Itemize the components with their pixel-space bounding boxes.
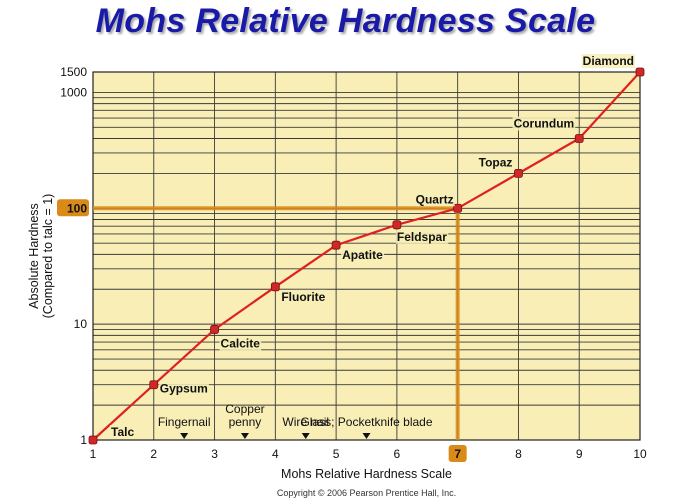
y-axis-title: Absolute Hardness	[27, 203, 41, 309]
mineral-label-background	[581, 54, 635, 68]
reference-label: Wire nail	[282, 415, 329, 429]
mineral-label-background	[414, 192, 455, 207]
x-tick-label: 10	[633, 447, 647, 461]
mineral-label: Gypsum	[160, 382, 208, 396]
mineral-label: Fluorite	[281, 290, 325, 304]
reference-marker-arrow	[301, 433, 310, 439]
mineral-label: Talc	[111, 425, 134, 439]
mineral-label-background	[219, 336, 262, 351]
y-tick-label: 1500	[60, 65, 87, 79]
mineral-label-background	[341, 248, 385, 263]
mineral-label-background	[395, 229, 449, 244]
y-axis-title-group: Absolute Hardness (Compared to talc = 1)	[27, 194, 55, 319]
reference-label: Glass; Pocketknife blade	[300, 415, 432, 429]
data-point	[453, 203, 463, 213]
reference-marker-arrow	[180, 433, 189, 439]
x-highlight-badge	[448, 445, 467, 462]
mineral-label: Calcite	[221, 336, 261, 350]
y-highlight-badge	[57, 199, 89, 217]
mineral-label: Diamond	[583, 54, 634, 68]
x-tick-label: 8	[515, 447, 522, 461]
mineral-label: Apatite	[342, 248, 383, 262]
x-tick-label: 5	[333, 447, 340, 461]
x-axis-title: Mohs Relative Hardness Scale	[281, 467, 452, 481]
reference-label: Copper penny	[225, 402, 264, 429]
data-point	[574, 134, 584, 143]
y-tick-label: 10	[74, 317, 88, 331]
data-point	[210, 325, 219, 334]
y-tick-label: 1000	[60, 85, 87, 99]
y-tick-label: 1	[80, 433, 87, 447]
data-point	[392, 220, 402, 230]
mineral-label: Quartz	[416, 192, 454, 206]
mineral-label: Corundum	[514, 117, 575, 131]
copyright-text: Copyright © 2006 Pearson Prentice Hall, …	[277, 488, 456, 498]
data-point	[514, 168, 523, 178]
reference-label: Fingernail	[158, 415, 211, 429]
mineral-label-background	[280, 289, 327, 304]
plot-frame	[92, 71, 641, 441]
x-tick-label: 2	[150, 447, 157, 461]
data-point	[635, 67, 645, 77]
mineral-label-background	[110, 425, 136, 439]
x-tick-label: 4	[272, 447, 279, 461]
hardness-curve	[92, 71, 641, 441]
x-tick-label: 3	[211, 447, 218, 461]
y-highlight-label: 100	[67, 201, 87, 215]
mineral-label: Topaz	[479, 155, 513, 169]
mineral-label-background	[158, 381, 209, 396]
x-tick-label: 6	[394, 447, 401, 461]
data-point	[88, 435, 98, 445]
reference-marker-arrow	[362, 433, 371, 439]
data-point	[149, 380, 159, 390]
y-axis-subtitle: (Compared to talc = 1)	[41, 194, 55, 319]
mineral-label: Feldspar	[397, 230, 447, 244]
data-point	[331, 240, 341, 250]
x-tick-label: 9	[576, 447, 583, 461]
data-point	[270, 282, 280, 292]
mineral-label-background	[477, 155, 514, 170]
x-highlight-label: 7	[454, 447, 461, 461]
mineral-label-background	[512, 116, 576, 131]
chart-title: Mohs Relative Hardness Scale	[95, 2, 596, 40]
reference-marker-arrow	[240, 433, 249, 439]
x-tick-label: 1	[90, 447, 97, 461]
